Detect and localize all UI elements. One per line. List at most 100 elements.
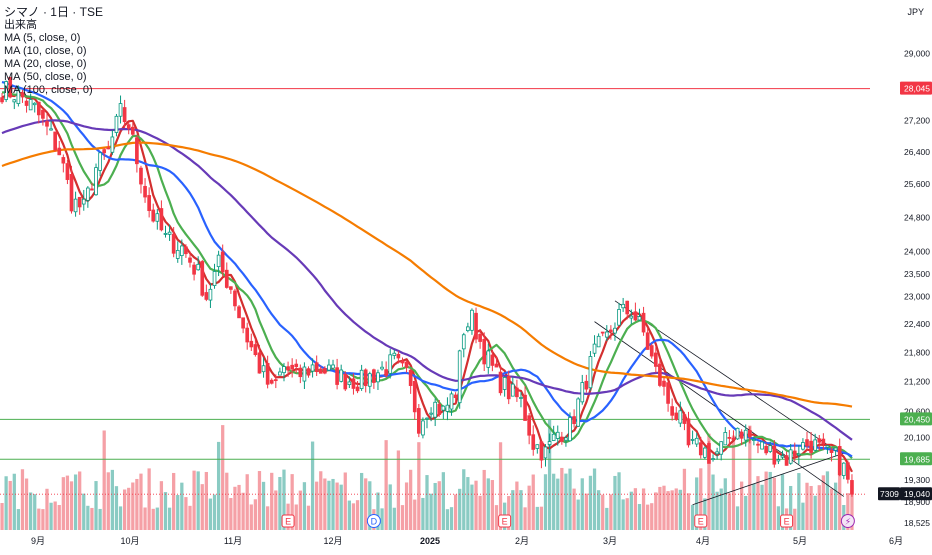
ma10-legend-item[interactable]: MA (10, close, 0) [4,45,87,57]
volume-tag[interactable]: 7309 [880,489,899,499]
price-scale-label[interactable]: 18,900 [904,497,930,507]
candle-body [670,406,674,416]
candle-body [163,233,168,235]
price-scale-label[interactable]: 21,800 [904,347,930,357]
candle-body [662,380,666,387]
price-scale[interactable]: 29,000 28,045 27,200 26,400 25,600 24,800 24,0… [878,49,932,528]
candle-body [241,317,245,329]
candle-body [715,451,719,455]
volume-bar [24,478,29,530]
time-scale-label[interactable]: 6月 [889,536,903,546]
price-scale-label[interactable]: 28,045 [904,84,930,94]
candle-body [551,433,556,441]
volume-bar [707,433,711,530]
price-scale-label[interactable]: 20,600 [904,407,930,417]
price-scale-label[interactable]: 20,100 [904,432,930,442]
event-marker-earnings-4[interactable]: E [780,514,794,528]
volume-bar [421,497,425,530]
candle-body [408,369,413,386]
event-marker-earnings-2[interactable]: E [498,514,512,528]
volume-legend-item[interactable]: 出来高 [4,19,37,31]
volume-bar [621,499,625,530]
time-scale-label[interactable]: 12月 [323,536,342,546]
event-marker-earnings-0[interactable]: E [281,514,295,528]
volume-bar [78,471,82,530]
time-scale-label[interactable]: 9月 [31,536,45,546]
price-scale-label[interactable]: 19,685 [904,454,930,464]
volume-bar [278,476,282,530]
candle-body [32,102,37,106]
candle-body [220,251,225,273]
candle-body [535,444,540,449]
price-scale-label[interactable]: 24,000 [904,247,930,257]
price-scale-label[interactable]: 19,300 [904,475,930,485]
time-scale-label[interactable]: 2月 [515,536,529,546]
volume-bar [400,505,405,530]
ma5-legend-item[interactable]: MA (5, close, 0) [4,32,81,44]
volume-bar [355,500,360,530]
candle-body [625,300,630,315]
price-scale-label[interactable]: 26,400 [904,147,930,157]
symbol-title[interactable]: シマノ · 1日 · TSE [4,5,103,19]
volume-bar [298,490,302,530]
volume-bar [122,489,127,530]
volume-bar [596,490,601,530]
candle-body [555,431,560,439]
ma20-line[interactable] [1,81,853,458]
event-marker-alert-5[interactable]: ⚡ [840,514,855,528]
price-scale-label[interactable]: 25,600 [904,179,930,189]
price-scale-label[interactable]: 18,525 [904,518,930,528]
candle-body [404,361,409,368]
volume-bar [813,495,817,530]
ma100-legend-item[interactable]: MA (100, close, 0) [4,84,93,96]
price-scale-label[interactable]: 22,400 [904,319,930,329]
time-scale-label[interactable]: 11月 [224,536,242,546]
price-scale-label[interactable]: 27,200 [904,116,930,126]
candle-body [69,174,74,212]
currency-label[interactable]: JPY [907,7,924,17]
volume-bar [666,491,670,530]
price-scale-label[interactable]: 23,500 [904,269,930,279]
price-scale-label[interactable]: 23,000 [904,291,930,301]
volume-bar [16,509,21,530]
candle-body [429,412,433,415]
volume-bar [417,442,421,530]
candle-body [73,198,78,213]
time-scale-label[interactable]: 3月 [603,536,617,546]
candle-body [641,312,646,333]
candle-body [474,312,478,340]
price-scale-label[interactable]: 24,800 [904,212,930,222]
volume-bar [780,474,785,530]
price-scale-label[interactable]: 20,450 [904,414,930,424]
time-scale[interactable]: 9月 10月 11月 12月 2025 2月 3月 4月 5月 6月 [31,536,903,546]
candle-body [723,432,728,446]
event-markers[interactable]: E D E E E ⚡ [281,514,855,528]
price-scale-label[interactable]: 21,200 [904,377,930,387]
trend-line-rising[interactable] [692,452,844,506]
event-marker-dividend-1[interactable]: D [366,514,381,528]
candle-body [367,373,372,387]
price-scale-label[interactable]: 19,040 [904,489,930,499]
volume-bar [662,485,666,530]
candle-body [257,352,262,374]
volume-bar [719,488,723,530]
time-scale-label[interactable]: 10月 [120,536,139,546]
ma50-line[interactable] [1,119,853,441]
candle-body [596,335,601,348]
ma20-legend-item[interactable]: MA (20, close, 0) [4,58,87,70]
candle-body [711,458,715,460]
time-scale-label[interactable]: 5月 [793,536,807,546]
event-marker-label: E [698,517,704,527]
candle-body [457,350,462,404]
time-scale-label[interactable]: 2025 [420,536,440,546]
candle-body [515,387,519,398]
time-scale-label[interactable]: 4月 [696,536,710,546]
volume-bar [539,506,544,530]
ma50-legend-item[interactable]: MA (50, close, 0) [4,71,87,83]
event-marker-earnings-3[interactable]: E [694,514,708,528]
ma100-line[interactable] [1,141,853,408]
volume-bar [547,420,552,530]
price-scale-label[interactable]: 29,000 [904,49,930,59]
